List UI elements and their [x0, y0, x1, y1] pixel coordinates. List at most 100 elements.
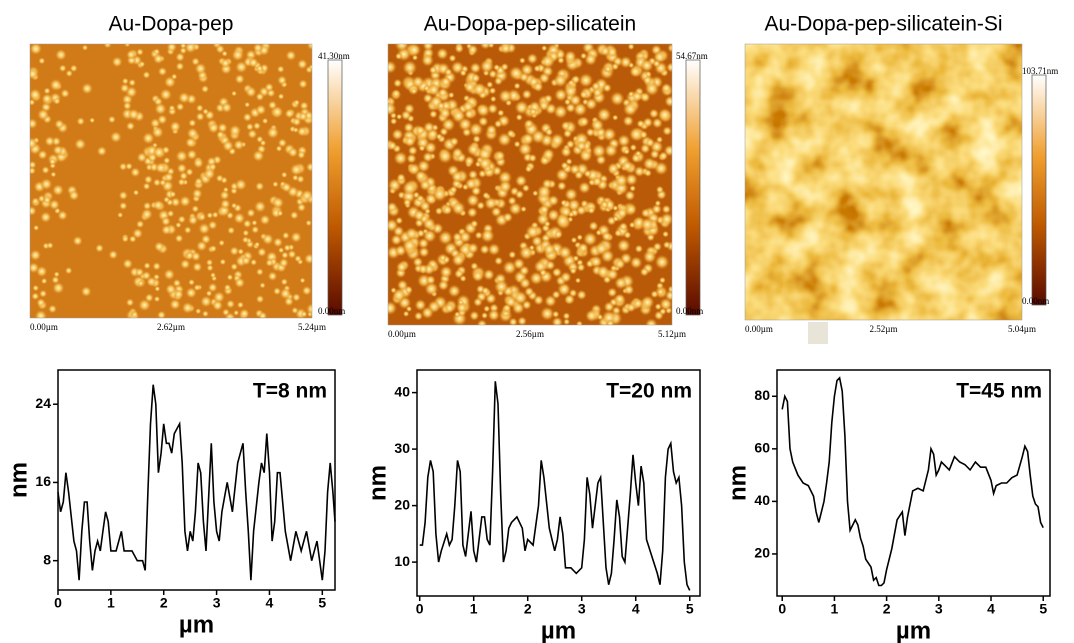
afm-grain	[405, 227, 419, 241]
afm-grain	[170, 73, 178, 80]
afm-grain	[267, 100, 278, 110]
afm-grain	[466, 142, 481, 157]
afm-grain	[642, 157, 657, 171]
annotation: T=45 nm	[956, 380, 1042, 403]
colorbar	[327, 59, 343, 316]
afm-grain	[659, 276, 666, 284]
afm-grain	[662, 126, 672, 136]
afm-grain	[402, 238, 417, 253]
afm-grain	[451, 253, 466, 267]
afm-grain	[277, 138, 288, 148]
afm-grain	[518, 245, 534, 261]
afm-grain	[557, 282, 572, 297]
afm-grain	[165, 283, 177, 296]
afm-grain	[231, 48, 245, 62]
afm-grain	[160, 216, 171, 227]
afm-grain	[580, 52, 587, 60]
afm-grain	[596, 107, 612, 123]
afm-grain	[436, 47, 449, 60]
afm-grain	[488, 86, 497, 95]
afm-grain	[141, 270, 152, 281]
afm-grain	[142, 201, 152, 211]
afm-grain	[36, 108, 50, 121]
afm-grain	[207, 282, 218, 293]
y-axis-label: nm	[364, 465, 391, 501]
afm-grain	[276, 209, 284, 217]
afm-grain	[196, 240, 208, 252]
afm-grain	[498, 179, 512, 194]
afm-grain	[466, 207, 478, 218]
afm-grain	[616, 207, 628, 219]
afm-grain	[454, 44, 464, 54]
afm-grain	[233, 309, 240, 316]
afm-grain	[481, 286, 490, 295]
x-tick-label: 0	[416, 601, 424, 617]
afm-grain	[432, 186, 448, 202]
afm-grain	[596, 264, 610, 279]
afm-grain	[437, 148, 453, 164]
afm-grain	[514, 174, 528, 187]
afm-grain	[486, 81, 494, 89]
image-title: Au-Dopa-pep	[109, 13, 234, 36]
afm-grain	[111, 56, 123, 68]
afm-grain	[125, 121, 136, 131]
afm-grain	[412, 256, 424, 268]
afm-grain	[508, 250, 517, 259]
afm-grain	[40, 277, 48, 285]
afm-grain	[521, 184, 530, 193]
afm-grain	[519, 57, 526, 64]
afm-grain	[551, 267, 563, 278]
afm-grain	[242, 219, 252, 229]
afm-grain	[479, 59, 495, 74]
afm-grain	[183, 226, 192, 235]
afm-grain	[444, 302, 455, 314]
afm-grain	[125, 298, 135, 307]
afm-grain	[656, 288, 665, 296]
afm-grain	[30, 117, 38, 130]
afm-grain	[614, 229, 623, 238]
afm-grain	[289, 210, 299, 220]
afm-grain	[423, 121, 435, 134]
afm-grain	[476, 319, 488, 325]
afm-grain	[396, 279, 409, 291]
scale-max: 54.67nm	[676, 51, 708, 61]
afm-grain	[50, 171, 57, 178]
afm-grain	[215, 44, 226, 54]
afm-grain	[544, 127, 554, 137]
image-frame	[387, 43, 673, 326]
afm-grain	[30, 160, 37, 169]
afm-grain	[187, 214, 199, 226]
afm-grain	[152, 199, 164, 211]
afm-grain	[539, 268, 548, 277]
afm-grain	[500, 62, 509, 71]
afm-grain	[118, 190, 129, 201]
afm-grain	[31, 197, 39, 205]
afm-grain	[277, 246, 285, 254]
afm-grain	[181, 301, 194, 315]
afm-grain	[236, 301, 245, 309]
afm-grain	[89, 117, 96, 124]
afm-grain	[587, 206, 596, 215]
afm-grain	[392, 288, 407, 303]
afm-grain	[667, 285, 672, 294]
afm-grain	[452, 231, 463, 243]
afm-grain	[64, 266, 73, 275]
afm-grain	[175, 102, 185, 112]
afm-grain	[607, 287, 618, 298]
afm-grain	[557, 56, 565, 65]
afm-grain	[142, 182, 151, 191]
afm-grain	[560, 161, 569, 170]
afm-grain	[128, 78, 137, 87]
afm-grain	[543, 220, 551, 228]
afm-grain	[195, 307, 202, 315]
afm-grain	[464, 177, 478, 191]
afm-grain	[479, 244, 490, 255]
image-x-label: 5.12µm	[658, 329, 686, 339]
afm-grain	[138, 60, 146, 68]
afm-grain	[517, 316, 527, 325]
afm-grain	[576, 234, 583, 241]
afm-grain	[639, 130, 648, 139]
afm-grain	[533, 294, 544, 306]
afm-grain	[223, 283, 232, 292]
afm-grain	[220, 198, 231, 210]
